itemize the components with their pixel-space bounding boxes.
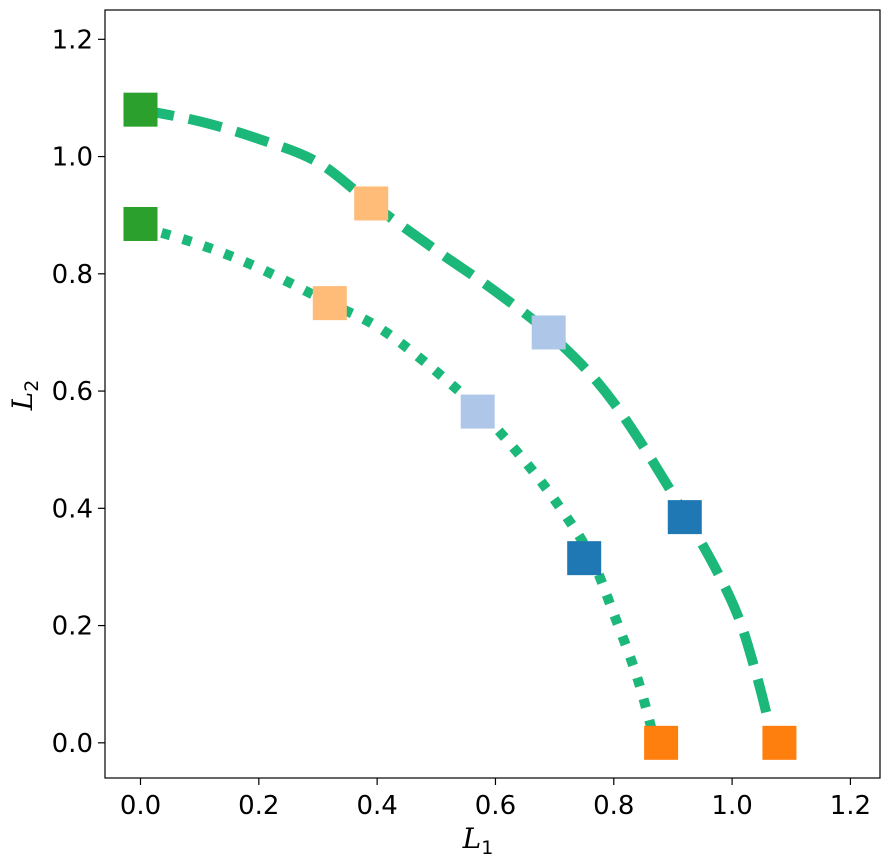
y-tick-label: 0.8 xyxy=(52,260,93,290)
series-2-marker-2 xyxy=(312,286,347,321)
x-tick-label: 0.0 xyxy=(120,791,161,821)
series-2-marker-1 xyxy=(123,206,158,241)
y-tick-label: 0.4 xyxy=(52,494,93,524)
x-axis-label-subscript: 1 xyxy=(481,837,493,859)
series-2-marker-5 xyxy=(644,725,679,760)
y-tick-label: 1.2 xyxy=(52,25,93,55)
series-curves xyxy=(139,104,779,745)
series-1-marker-2 xyxy=(354,186,389,221)
x-tick-label: 1.2 xyxy=(830,791,871,821)
series-markers xyxy=(123,92,797,760)
series-1-marker-1 xyxy=(123,92,158,127)
x-tick-label: 0.6 xyxy=(475,791,516,821)
x-tick-label: 0.4 xyxy=(356,791,397,821)
x-tick-label: 1.0 xyxy=(711,791,752,821)
series-1-curve xyxy=(139,104,779,745)
y-tick-label: 0.2 xyxy=(52,612,93,642)
series-2-curve xyxy=(139,222,661,745)
y-tick-label: 1.0 xyxy=(52,143,93,173)
plot-frame xyxy=(104,9,881,779)
series-1-marker-5 xyxy=(762,725,797,760)
y-axis: 0.0 0.2 0.4 0.6 0.8 1.0 1.2 xyxy=(52,25,105,759)
x-tick-label: 0.2 xyxy=(238,791,279,821)
y-tick-label: 0.0 xyxy=(52,729,93,759)
y-tick-label: 0.6 xyxy=(52,377,93,407)
x-tick-label: 0.8 xyxy=(593,791,634,821)
x-axis-label-main: L xyxy=(462,822,482,855)
x-axis-label: L1 xyxy=(462,822,494,859)
y-axis-label: L2 xyxy=(6,380,43,412)
series-1-marker-3 xyxy=(531,315,566,350)
series-2-marker-3 xyxy=(460,394,495,429)
series-2-marker-4 xyxy=(567,541,602,576)
series-1-marker-4 xyxy=(667,500,702,535)
y-axis-label-main: L xyxy=(6,392,39,412)
y-axis-label-subscript: 2 xyxy=(21,380,43,392)
x-axis: 0.0 0.2 0.4 0.6 0.8 1.0 1.2 xyxy=(120,778,871,821)
